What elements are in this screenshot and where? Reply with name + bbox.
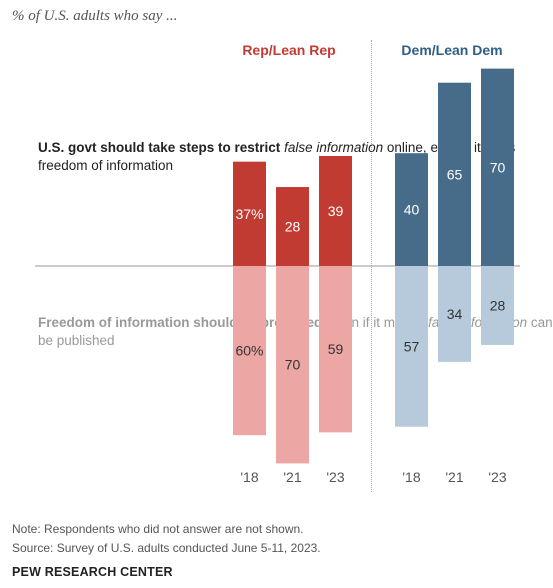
- dem-restrict-bar: [481, 68, 514, 266]
- dem-protect-bar: [438, 266, 471, 362]
- chart-source: Source: Survey of U.S. adults conducted …: [12, 541, 321, 555]
- category-tick-label: '21: [445, 469, 463, 485]
- category-tick-label: '23: [488, 469, 506, 485]
- brand-name: PEW RESEARCH CENTER: [12, 565, 173, 579]
- rep-protect-bar: [276, 266, 309, 464]
- row-label-restrict-italic: false information: [284, 140, 384, 155]
- rep-group-label: Rep/Lean Rep: [242, 42, 336, 58]
- category-tick-label: '23: [326, 469, 344, 485]
- dem-protect-bar: [481, 266, 514, 345]
- dem-restrict-bar: [438, 82, 471, 266]
- dem-restrict-bar: [395, 153, 428, 266]
- dem-protect-label: 34: [447, 306, 463, 322]
- category-tick-label: '18: [402, 469, 420, 485]
- dem-restrict-label: 40: [404, 202, 420, 218]
- dem-group-label: Dem/Lean Dem: [401, 42, 503, 58]
- dem-protect-label: 57: [404, 338, 420, 354]
- chart-note: Note: Respondents who did not answer are…: [12, 522, 304, 536]
- rep-restrict-label: 37%: [235, 206, 263, 222]
- rep-restrict-bar: [319, 156, 352, 266]
- rep-restrict-label: 39: [328, 203, 344, 219]
- chart-subtitle: % of U.S. adults who say ...: [12, 8, 178, 24]
- rep-protect-label: 59: [328, 341, 344, 357]
- rep-protect-label: 70: [285, 357, 301, 373]
- rep-protect-bar: [319, 266, 352, 433]
- row-label-restrict-bold: U.S. govt should take steps to restrict: [38, 140, 281, 155]
- row-label-protect-rest2: can be published: [38, 315, 553, 348]
- rep-restrict-bar: [233, 161, 266, 266]
- rep-restrict-bar: [276, 187, 309, 266]
- rep-restrict-label: 28: [285, 219, 301, 235]
- rep-protect-bar: [233, 266, 266, 436]
- category-tick-label: '18: [240, 469, 258, 485]
- dem-protect-label: 28: [490, 297, 506, 313]
- category-tick-label: '21: [283, 469, 301, 485]
- dem-restrict-label: 65: [447, 166, 463, 182]
- dem-protect-bar: [395, 266, 428, 427]
- dem-restrict-label: 70: [490, 159, 506, 175]
- rep-protect-label: 60%: [235, 343, 263, 359]
